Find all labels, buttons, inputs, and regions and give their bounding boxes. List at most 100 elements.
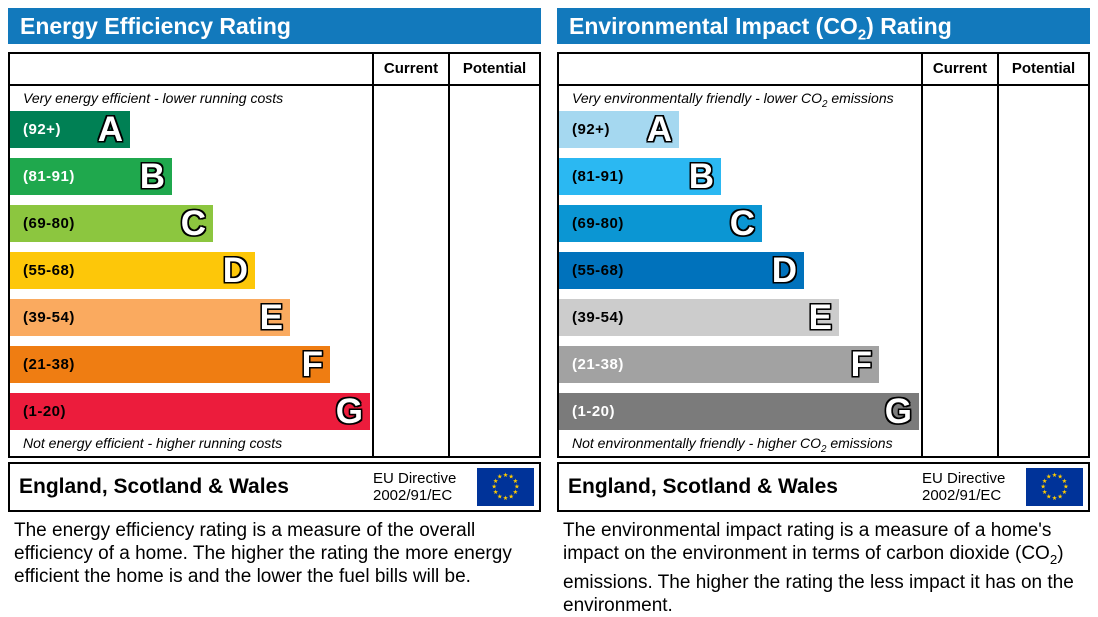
band-letter: E — [808, 298, 832, 337]
potential-column-divider — [448, 54, 450, 456]
band-range: (21-38) — [572, 356, 624, 373]
band-letter: F — [301, 345, 323, 384]
band-letter: C — [180, 204, 206, 243]
band-letter: D — [771, 251, 797, 290]
current-column-header: Current — [383, 60, 439, 77]
band-row: (55-68) D — [559, 252, 921, 289]
band-letter: G — [335, 392, 363, 431]
band-f: (21-38) F — [559, 346, 879, 383]
svg-text:★: ★ — [1062, 489, 1068, 496]
current-column-divider — [921, 54, 923, 456]
band-range: (81-91) — [572, 168, 624, 185]
band-a: (92+) A — [10, 111, 130, 148]
band-c: (69-80) C — [10, 205, 213, 242]
band-d: (55-68) D — [10, 252, 255, 289]
band-row: (39-54) E — [10, 299, 372, 336]
current-column-header: Current — [932, 60, 988, 77]
band-row: (21-38) F — [559, 346, 921, 383]
svg-text:★: ★ — [503, 495, 509, 502]
band-letter: A — [97, 110, 123, 149]
band-letter: G — [884, 392, 912, 431]
band-row: (81-91) B — [559, 158, 921, 195]
band-range: (21-38) — [23, 356, 75, 373]
svg-text:★: ★ — [1042, 478, 1048, 485]
eu-flag-icon: ★ ★ ★★ ★★ ★★ ★★ ★★ — [1026, 468, 1083, 506]
band-area: Very environmentally friendly - lower CO… — [559, 86, 921, 456]
band-range: (81-91) — [23, 168, 75, 185]
environmental-description: The environmental impact rating is a mea… — [563, 520, 1074, 616]
svg-text:★: ★ — [491, 484, 497, 491]
svg-text:★: ★ — [513, 478, 519, 485]
svg-text:★: ★ — [1057, 493, 1063, 500]
band-c: (69-80) C — [559, 205, 762, 242]
band-row: (21-38) F — [10, 346, 372, 383]
band-range: (55-68) — [572, 262, 624, 279]
svg-text:★: ★ — [497, 474, 503, 481]
band-range: (1-20) — [23, 403, 67, 420]
eu-flag-icon: ★ ★ ★★ ★★ ★★ ★★ ★★ — [477, 468, 534, 506]
band-letter: B — [688, 157, 714, 196]
band-range: (92+) — [572, 121, 610, 138]
band-row: (1-20) G — [10, 393, 372, 430]
top-note: Very energy efficient - lower running co… — [23, 90, 284, 106]
band-f: (21-38) F — [10, 346, 330, 383]
svg-text:★: ★ — [1063, 484, 1069, 491]
band-letter: E — [259, 298, 283, 337]
header-row-divider — [10, 84, 539, 86]
svg-text:★: ★ — [508, 474, 514, 481]
band-letter: D — [222, 251, 248, 290]
region-footer: England, Scotland & Wales EU Directive 2… — [557, 462, 1090, 512]
band-row: (69-80) C — [559, 205, 921, 242]
potential-column-header: Potential — [1011, 60, 1076, 77]
svg-text:★: ★ — [1046, 474, 1052, 481]
current-column-divider — [372, 54, 374, 456]
band-letter: F — [850, 345, 872, 384]
energy-efficiency-panel: Energy Efficiency Rating Current Potenti… — [8, 8, 541, 588]
svg-text:★: ★ — [1052, 495, 1058, 502]
svg-text:★: ★ — [503, 472, 509, 479]
svg-text:★: ★ — [1042, 489, 1048, 496]
band-d: (55-68) D — [559, 252, 804, 289]
energy-efficiency-title: Energy Efficiency Rating — [8, 8, 541, 44]
band-row: (81-91) B — [10, 158, 372, 195]
environmental-rating-chart: Current Potential Very environmentally f… — [557, 52, 1090, 458]
svg-text:★: ★ — [1052, 472, 1058, 479]
panel-title-text: Environmental Impact (CO2) Rating — [569, 13, 952, 44]
rating-bands: (92+) A (81-91) B (69-80) C (55-68) D (39-54) E (2… — [10, 111, 372, 430]
band-area: Very energy efficient - lower running co… — [10, 86, 372, 456]
panel-title-text: Energy Efficiency Rating — [20, 13, 291, 39]
band-range: (39-54) — [572, 309, 624, 326]
band-range: (92+) — [23, 121, 61, 138]
eu-directive-label: EU Directive 2002/91/EC — [922, 470, 1006, 504]
band-row: (39-54) E — [559, 299, 921, 336]
potential-column-divider — [997, 54, 999, 456]
band-row: (55-68) D — [10, 252, 372, 289]
region-label: England, Scotland & Wales — [19, 475, 289, 498]
bottom-note: Not environmentally friendly - higher CO… — [572, 435, 893, 455]
band-letter: C — [729, 204, 755, 243]
svg-text:★: ★ — [493, 489, 499, 496]
svg-text:★: ★ — [508, 493, 514, 500]
environmental-impact-title: Environmental Impact (CO2) Rating — [557, 8, 1090, 44]
band-row: (1-20) G — [559, 393, 921, 430]
region-footer: England, Scotland & Wales EU Directive 2… — [8, 462, 541, 512]
band-row: (92+) A — [10, 111, 372, 148]
band-row: (92+) A — [559, 111, 921, 148]
band-range: (1-20) — [572, 403, 616, 420]
band-range: (69-80) — [572, 215, 624, 232]
header-row-divider — [559, 84, 1088, 86]
band-e: (39-54) E — [10, 299, 290, 336]
bottom-note: Not energy efficient - higher running co… — [23, 435, 283, 451]
band-range: (55-68) — [23, 262, 75, 279]
band-e: (39-54) E — [559, 299, 839, 336]
band-g: (1-20) G — [559, 393, 919, 430]
svg-text:★: ★ — [513, 489, 519, 496]
svg-text:★: ★ — [1062, 478, 1068, 485]
svg-text:★: ★ — [1057, 474, 1063, 481]
band-row: (69-80) C — [10, 205, 372, 242]
energy-rating-chart: Current Potential Very energy efficient … — [8, 52, 541, 458]
band-g: (1-20) G — [10, 393, 370, 430]
rating-bands: (92+) A (81-91) B (69-80) C (55-68) D (39-54) E (2… — [559, 111, 921, 430]
band-range: (69-80) — [23, 215, 75, 232]
band-range: (39-54) — [23, 309, 75, 326]
